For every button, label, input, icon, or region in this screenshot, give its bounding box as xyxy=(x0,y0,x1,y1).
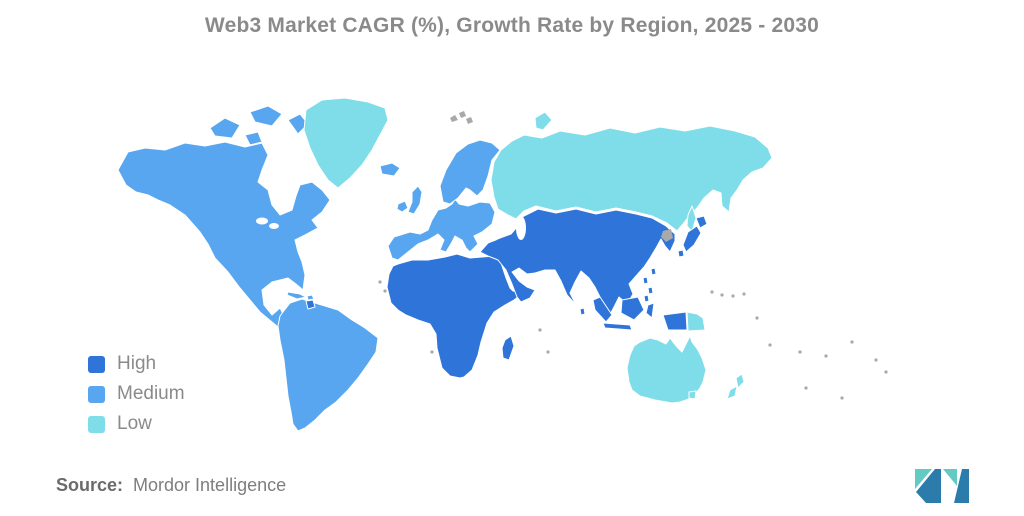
region-sulawesi xyxy=(645,302,655,319)
legend-swatch-high xyxy=(88,355,105,373)
regions-low xyxy=(303,97,773,404)
logo-blue-right xyxy=(954,469,969,503)
black-sea xyxy=(477,232,499,242)
island-speck xyxy=(884,370,888,374)
chart-title: Web3 Market CAGR (%), Growth Rate by Reg… xyxy=(204,14,820,37)
region-iceland xyxy=(379,162,401,177)
island-speck xyxy=(840,396,844,400)
source-label: Source: xyxy=(56,475,124,495)
region-svalbard xyxy=(450,111,473,124)
island-speck xyxy=(731,294,735,298)
inland-seas xyxy=(256,216,526,242)
region-caribbean xyxy=(286,291,315,301)
island-speck xyxy=(824,354,828,358)
regions-medium xyxy=(117,105,501,432)
region-europe xyxy=(387,198,496,261)
legend: High Medium Low xyxy=(88,349,185,439)
legend-swatch-medium xyxy=(88,385,105,403)
logo-blue-left xyxy=(916,469,941,503)
island-speck xyxy=(768,343,772,347)
regions-high xyxy=(305,208,708,379)
region-borneo xyxy=(620,296,645,321)
region-west-new-guinea xyxy=(662,311,688,331)
region-philippines xyxy=(642,276,654,303)
region-south-america xyxy=(277,298,379,432)
island-speck xyxy=(755,316,759,320)
legend-item-low: Low xyxy=(88,409,185,439)
legend-item-high: High xyxy=(88,349,185,379)
source-line: Source: Mordor Intelligence xyxy=(56,475,286,496)
region-north-korea xyxy=(661,229,673,242)
region-ireland xyxy=(396,200,409,213)
legend-item-medium: Medium xyxy=(88,379,185,409)
region-north-america xyxy=(117,141,331,332)
region-united-kingdom xyxy=(407,185,423,215)
region-novaya-zemlya xyxy=(534,111,553,131)
region-australia xyxy=(626,335,707,404)
island-speck xyxy=(710,290,714,294)
island-speck xyxy=(538,328,542,332)
region-japan xyxy=(677,215,708,258)
region-french-guiana xyxy=(305,299,316,310)
mordor-intelligence-logo xyxy=(915,469,969,503)
great-lakes xyxy=(269,223,279,229)
island-speck xyxy=(850,340,854,344)
region-sri-lanka xyxy=(579,307,586,316)
region-tasmania xyxy=(688,390,697,400)
logo-teal-right xyxy=(943,469,957,486)
island-speck xyxy=(378,280,382,284)
logo-teal-left xyxy=(915,469,932,489)
legend-label-low: Low xyxy=(117,413,152,434)
caspian-sea xyxy=(516,216,526,240)
island-speck xyxy=(804,386,808,390)
region-scandinavia xyxy=(439,139,501,205)
island-speck xyxy=(720,293,724,297)
region-papua-new-guinea xyxy=(686,311,706,332)
region-java xyxy=(602,322,633,331)
region-sakhalin xyxy=(686,205,697,233)
island-speck xyxy=(546,350,550,354)
region-russia xyxy=(490,125,773,232)
region-africa xyxy=(386,253,524,379)
legend-label-high: High xyxy=(117,353,157,374)
region-sumatra xyxy=(592,296,613,323)
island-speck xyxy=(430,350,434,354)
regions-nodata xyxy=(378,111,888,400)
island-speck xyxy=(874,358,878,362)
legend-swatch-low xyxy=(88,415,105,433)
source-value: Mordor Intelligence xyxy=(133,475,287,495)
region-greenland xyxy=(303,97,389,189)
region-asia-mainland xyxy=(479,208,676,319)
island-speck xyxy=(798,350,802,354)
region-madagascar xyxy=(501,335,515,361)
region-new-zealand xyxy=(726,373,745,400)
island-speck xyxy=(742,292,746,296)
legend-label-medium: Medium xyxy=(117,383,185,404)
island-speck xyxy=(383,289,387,293)
great-lakes xyxy=(256,217,268,225)
region-taiwan xyxy=(650,267,657,276)
region-arctic-islands xyxy=(209,105,309,146)
